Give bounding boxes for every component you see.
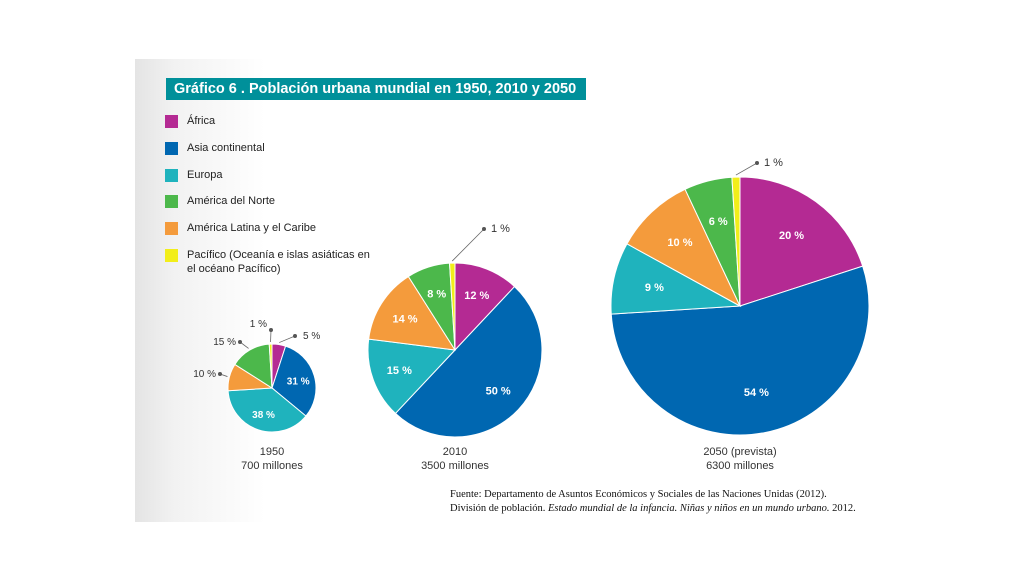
slice-label: 14 % — [393, 313, 418, 325]
pie-slice — [449, 262, 456, 351]
source-line-2-prefix: División de población. — [450, 503, 548, 514]
legend: África Asia continental Europa América d… — [165, 112, 375, 280]
slice-label: 15 % — [387, 365, 412, 377]
slice-label: 6 % — [709, 216, 728, 228]
source-line-2: División de población. Estado mundial de… — [450, 502, 856, 516]
pie-slice — [227, 387, 307, 433]
source-line-1: Fuente: Departamento de Asuntos Económic… — [450, 489, 827, 500]
legend-label: América Latina y el Caribe — [187, 222, 317, 235]
pie-slice — [610, 265, 870, 436]
leader-dot — [238, 340, 242, 344]
legend-item-asia: Asia continental — [165, 139, 375, 166]
slice-label: 10 % — [667, 237, 692, 249]
pie-slice — [367, 338, 457, 415]
slice-label: 8 % — [427, 289, 446, 301]
source-line-2-italic: Estado mundial de la infancia. Niñas y n… — [548, 503, 830, 514]
legend-item-norteamerica: América del Norte — [165, 192, 375, 219]
legend-item-latam: América Latina y el Caribe — [165, 219, 375, 246]
slice-label: 5 % — [303, 331, 320, 342]
legend-swatch — [165, 222, 178, 236]
pie-slice — [626, 188, 742, 308]
pie-population-caption: 700 millones — [241, 460, 303, 472]
pie-population-caption: 6300 millones — [706, 460, 774, 472]
legend-swatch — [165, 168, 178, 182]
leader-dot — [293, 334, 297, 338]
legend-item-europa: Europa — [165, 166, 375, 193]
slice-label: 1 % — [764, 157, 783, 169]
pie-slice — [271, 345, 317, 417]
slice-label: 10 % — [193, 369, 216, 380]
leader-dot — [755, 161, 759, 165]
slice-label: 9 % — [645, 282, 664, 294]
legend-swatch — [165, 115, 178, 128]
legend-item-africa: África — [165, 112, 375, 139]
pie-slice — [454, 262, 516, 352]
legend-label: Europa — [187, 168, 223, 181]
chart-title: Gráfico 6 . Población urbana mundial en … — [166, 78, 587, 100]
legend-swatch — [165, 195, 178, 209]
slice-label: 1 % — [491, 223, 510, 235]
legend-swatch — [165, 141, 178, 155]
legend-swatch — [165, 248, 178, 262]
pie-slice — [394, 285, 543, 438]
pie-slice — [268, 343, 273, 389]
slice-label: 12 % — [464, 290, 489, 302]
pie-slice — [731, 176, 741, 307]
leader-line — [735, 162, 758, 176]
pie-slice — [739, 176, 864, 307]
leader-dot — [269, 328, 273, 332]
legend-label: Pacífico (Oceanía e islas asiáticas en e… — [187, 248, 370, 275]
slice-label: 20 % — [779, 230, 804, 242]
slice-label: 50 % — [486, 385, 511, 397]
legend-item-pacifico: Pacífico (Oceanía e islas asiáticas en e… — [165, 246, 375, 280]
pie-slice — [368, 275, 456, 351]
slice-label: 31 % — [287, 376, 310, 387]
leader-line — [279, 335, 296, 343]
pie-population-caption: 3500 millones — [421, 460, 489, 472]
leader-line — [451, 228, 485, 262]
leader-dot — [482, 227, 486, 231]
legend-label: Asia continental — [187, 141, 265, 154]
source-line-2-suffix: 2012. — [829, 503, 856, 514]
pie-year-caption: 1950 — [260, 446, 284, 458]
legend-label: África — [187, 115, 216, 127]
leader-dot — [218, 372, 222, 376]
slice-label: 54 % — [744, 387, 769, 399]
legend-label: América del Norte — [187, 195, 276, 208]
pie-year-caption: 2010 — [443, 446, 467, 458]
slice-label: 15 % — [213, 337, 236, 348]
source-note: Fuente: Departamento de Asuntos Económic… — [450, 488, 856, 516]
pie-year-caption: 2050 (prevista) — [703, 446, 776, 458]
slice-label: 1 % — [250, 319, 267, 330]
slice-label: 38 % — [252, 410, 275, 421]
